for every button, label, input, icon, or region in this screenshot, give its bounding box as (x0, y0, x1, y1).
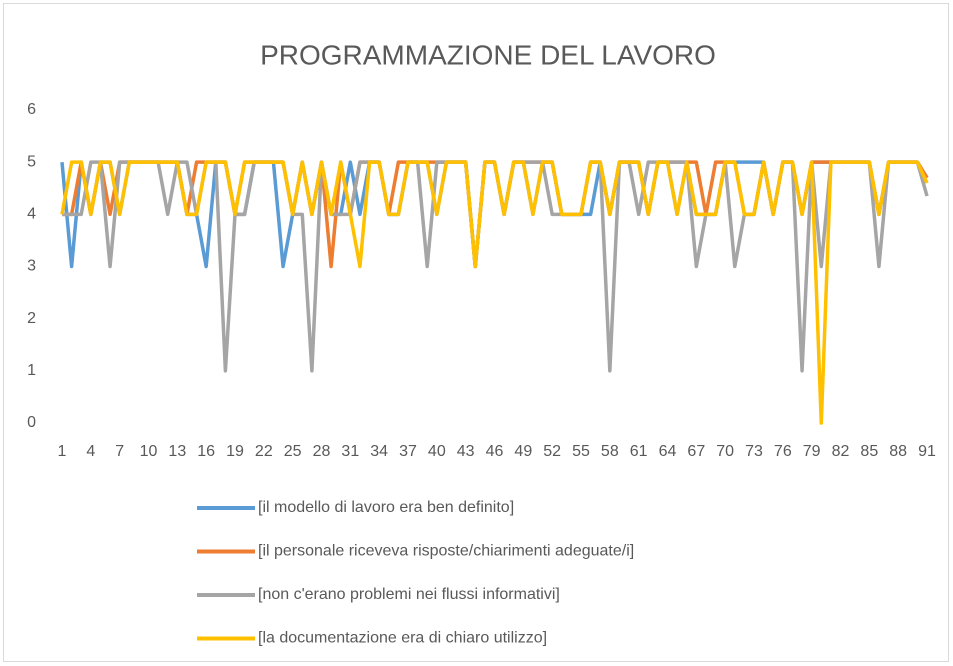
series-line (60, 160, 929, 425)
x-tick-label: 34 (370, 443, 388, 460)
x-tick-label: 88 (889, 443, 907, 460)
x-tick-label: 91 (918, 443, 936, 460)
x-tick-label: 64 (659, 443, 677, 460)
y-tick-label: 4 (27, 206, 36, 223)
legend-label: [il personale riceveva risposte/chiarime… (258, 543, 634, 560)
y-tick-label: 0 (27, 414, 36, 431)
x-tick-label: 10 (140, 443, 158, 460)
y-tick-label: 5 (27, 153, 36, 170)
chart-frame (3, 3, 949, 662)
y-tick-label: 1 (27, 362, 36, 379)
x-tick-label: 13 (168, 443, 186, 460)
x-tick-label: 7 (115, 443, 124, 460)
x-tick-label: 19 (226, 443, 244, 460)
legend-label: [non c'erano problemi nei flussi informa… (258, 586, 560, 603)
x-tick-label: 22 (255, 443, 273, 460)
x-tick-label: 46 (486, 443, 504, 460)
y-tick-label: 2 (27, 310, 36, 327)
x-tick-label: 25 (284, 443, 302, 460)
x-tick-label: 40 (428, 443, 446, 460)
x-tick-label: 79 (803, 443, 821, 460)
x-tick-label: 37 (399, 443, 417, 460)
y-tick-label: 3 (27, 258, 36, 275)
x-tick-label: 61 (630, 443, 648, 460)
chart-title: PROGRAMMAZIONE DEL LAVORO (260, 39, 716, 70)
x-tick-label: 31 (341, 443, 359, 460)
x-tick-label: 82 (832, 443, 850, 460)
x-tick-label: 4 (86, 443, 95, 460)
x-tick-label: 85 (860, 443, 878, 460)
x-tick-label: 70 (716, 443, 734, 460)
x-tick-label: 1 (58, 443, 67, 460)
x-tick-label: 16 (197, 443, 215, 460)
x-tick-label: 49 (514, 443, 532, 460)
x-tick-label: 73 (745, 443, 763, 460)
x-tick-label: 43 (457, 443, 475, 460)
x-tick-label: 58 (601, 443, 619, 460)
x-tick-label: 55 (572, 443, 590, 460)
x-tick-label: 76 (774, 443, 792, 460)
y-tick-label: 6 (27, 101, 36, 118)
legend-label: [il modello di lavoro era ben definito] (258, 499, 514, 516)
x-tick-label: 52 (543, 443, 561, 460)
legend-label: [la documentazione era di chiaro utilizz… (258, 630, 547, 647)
x-tick-label: 67 (687, 443, 705, 460)
x-tick-label: 28 (313, 443, 331, 460)
